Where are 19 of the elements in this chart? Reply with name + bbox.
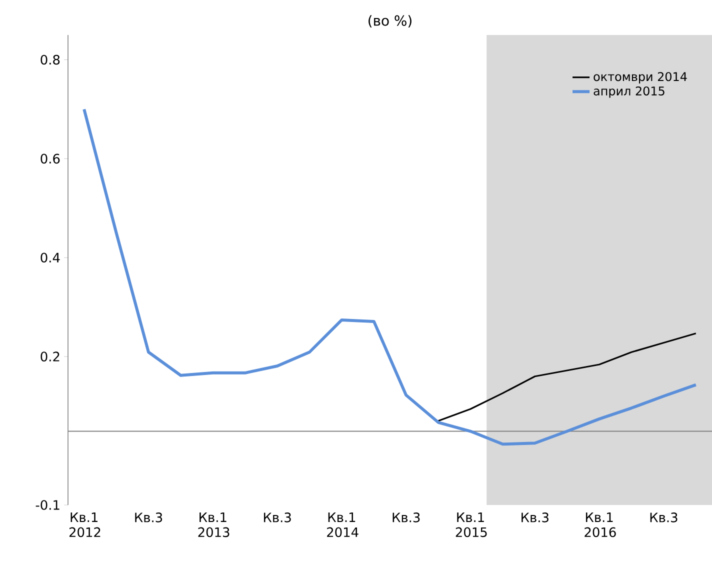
x-tick-label: Кв.1 2013: [198, 512, 230, 538]
y-tick-label: 0.2: [40, 352, 60, 362]
legend-label: април 2015: [594, 86, 664, 98]
x-tick-label: Кв.3: [650, 512, 678, 522]
x-tick-label: Кв.1 2015: [456, 512, 487, 538]
y-tick-label: 0.8: [40, 54, 60, 65]
y-tick-label: -0.1: [36, 500, 60, 510]
x-tick-label: Кв.1 2012: [69, 512, 100, 538]
y-tick-label: 0.6: [40, 154, 60, 164]
x-tick-label: Кв.3: [264, 512, 291, 522]
legend-label: октомври 2014: [594, 72, 687, 84]
x-tick-label: Кв.1 2014: [327, 512, 358, 538]
line-series: [82, 108, 698, 446]
chart-title: (во %): [368, 15, 412, 28]
y-tick-label: 0.4: [40, 252, 60, 263]
x-tick-label: Кв.3: [135, 512, 162, 522]
x-tick-label: Кв.3: [522, 512, 548, 522]
x-tick-label: Кв.3: [392, 512, 420, 522]
x-tick-label: Кв.1 2016: [584, 512, 616, 538]
